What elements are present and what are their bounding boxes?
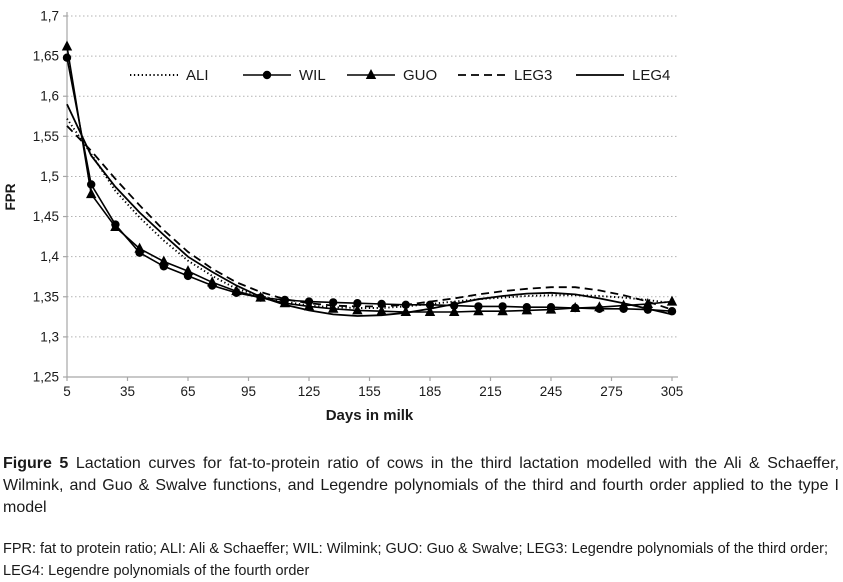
series-marker-GUO [231,285,242,296]
legend-item-GUO: GUO [347,67,437,84]
series-marker-GUO [521,304,532,315]
series-ALI [66,118,673,309]
series-marker-GUO [303,300,315,311]
x-tick-label: 95 [241,384,256,399]
series-marker-GUO [279,297,290,308]
x-tick-label: 125 [298,384,321,399]
series-marker-GUO [424,306,436,317]
x-tick-label: 305 [661,384,684,399]
series-line-WIL [66,57,673,312]
y-tick-label: 1,35 [33,289,59,304]
caption-text: Lactation curves for fat-to-protein rati… [3,455,840,516]
series-line-LEG4 [66,103,673,317]
series-marker-GUO [158,255,169,266]
series-marker-WIL [401,300,410,309]
x-tick-label: 65 [180,384,195,399]
figure-number-label: Figure 5 [3,455,69,472]
y-tick-label: 1,3 [40,329,59,344]
x-tick-label: 185 [419,384,442,399]
legend-item-ALI: ALI [130,67,209,84]
series-LEG4 [66,103,673,317]
lactation-curve-chart: 1,25 1,3 1,35 1,4 1,45 1,5 1,55 1,6 1,65 1,7 5 35 65… [3,9,684,425]
legend-marker-GUO [365,69,377,79]
series-marker-GUO [545,303,557,314]
legend-label-LEG4: LEG4 [632,67,670,84]
series-marker-GUO [207,276,218,287]
legend-label-GUO: GUO [403,67,437,84]
series-marker-GUO [642,297,653,308]
series-marker-WIL [425,300,435,309]
series-LEG3 [66,125,673,311]
series-line-GUO [66,46,673,313]
series-marker-GUO [618,299,629,310]
series-marker-GUO [328,302,339,313]
y-tick-label: 1,5 [40,169,59,184]
series-marker-GUO [570,302,581,313]
legend-label-WIL: WIL [299,67,326,84]
series-line-ALI [66,118,673,309]
x-tick-label: 5 [63,384,71,399]
x-tick-label: 215 [479,384,502,399]
y-tick-label: 1,65 [33,49,59,64]
series-marker-GUO [400,306,411,317]
series-marker-WIL [667,307,677,316]
chart-area: 1,25 1,3 1,35 1,4 1,45 1,5 1,55 1,6 1,65 1,7 5 35 65… [3,9,684,425]
series-marker-GUO [666,295,678,306]
axes: 1,25 1,3 1,35 1,4 1,45 1,5 1,55 1,6 1,65 1,7 5 35 65… [33,9,684,400]
x-tick-label: 155 [358,384,381,399]
legend-label-LEG3: LEG3 [514,67,552,84]
legend-item-LEG4: LEG4 [576,67,670,84]
series-marker-WIL [377,299,386,309]
y-tick-label: 1,55 [33,129,59,144]
series-marker-GUO [352,304,363,315]
series-marker-GUO [497,305,508,316]
series-marker-WIL [329,298,338,307]
x-tick-label: 35 [120,384,135,399]
series-line-LEG3 [66,125,673,311]
series-marker-GUO [449,306,460,317]
y-tick-label: 1,4 [40,249,59,264]
series-marker-WIL [450,301,459,310]
y-tick-label: 1,7 [40,9,59,24]
legend-item-LEG3: LEG3 [458,67,552,84]
series-marker-GUO [134,242,145,253]
series-marker-GUO [376,305,387,316]
series-marker-GUO [182,265,194,276]
series-GUO [61,40,678,317]
series-marker-WIL [87,180,96,189]
legend-label-ALI: ALI [186,67,209,84]
y-tick-label: 1,45 [33,209,59,224]
figure-caption: Figure 5 Lactation curves for fat-to-pro… [0,453,843,519]
legend: ALI WIL GUO LEG3 LEG4 [130,67,670,84]
series-marker-WIL [353,298,362,308]
x-tick-label: 245 [540,384,563,399]
gridlines [67,15,678,338]
y-tick-label: 1,25 [33,370,59,385]
series-marker-GUO [473,305,484,316]
x-tick-label: 275 [600,384,623,399]
series-marker-GUO [594,301,605,312]
figure-footnote: FPR: fat to protein ratio; ALI: Ali & Sc… [3,541,828,579]
y-axis-title: FPR [3,183,18,210]
series-marker-GUO [110,220,121,231]
series-marker-GUO [61,40,73,51]
series-marker-GUO [86,188,97,199]
y-tick-label: 1,6 [40,89,59,104]
legend-item-WIL: WIL [243,67,326,84]
legend-marker-WIL [262,70,272,80]
series-WIL [62,53,677,316]
series-marker-GUO [255,291,266,302]
x-axis-title: Days in milk [326,407,414,424]
